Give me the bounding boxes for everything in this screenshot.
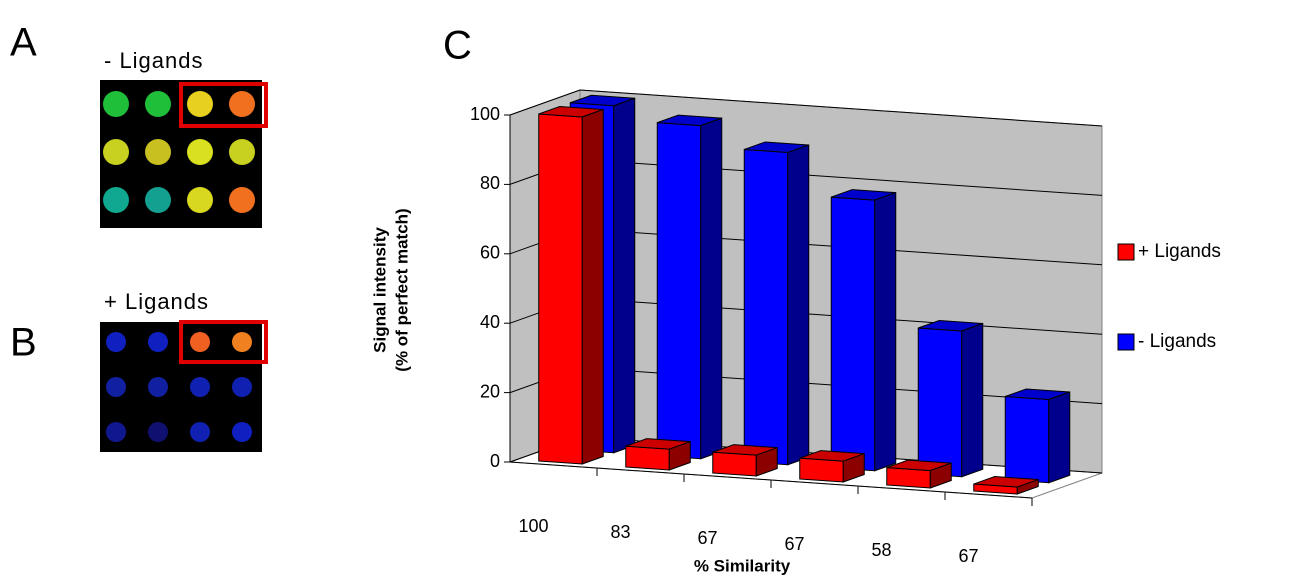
spot (103, 187, 129, 213)
spot (187, 187, 213, 213)
y-tick-label: 60 (480, 243, 500, 263)
spot (229, 187, 255, 213)
spot (229, 91, 255, 117)
x-tick-label: 100 (518, 516, 548, 536)
x-tick-label: 67 (784, 534, 804, 554)
bar-face (800, 458, 844, 482)
x-tick-label: 58 (871, 540, 891, 560)
panel-letter: C (443, 24, 472, 68)
bar-side (788, 145, 809, 465)
spot (145, 187, 171, 213)
panel-letter: A (10, 21, 37, 65)
spot (232, 422, 252, 442)
bar (800, 451, 865, 482)
bar-face (713, 452, 757, 476)
bar-face (539, 114, 583, 464)
spot (106, 422, 126, 442)
spot (232, 377, 252, 397)
spot (103, 139, 129, 165)
panel-label: - Ligands (104, 48, 204, 73)
bar-face (657, 123, 701, 459)
x-axis-title: % Similarity (694, 556, 791, 575)
bar-face (887, 468, 931, 488)
bar-face (918, 328, 962, 477)
figure: A - Ligands B + Ligands C 0 20 40 60 80 100 10… (0, 0, 1296, 580)
bar (626, 439, 691, 470)
bar-side (875, 193, 896, 471)
y-tick-label: 100 (470, 104, 500, 124)
bar (887, 460, 952, 488)
bar-side (701, 118, 722, 459)
spot (145, 139, 171, 165)
bar-face (831, 197, 875, 471)
bar (657, 115, 722, 459)
bar (918, 321, 983, 477)
y-tick-label: 40 (480, 312, 500, 332)
y-tick-label: 80 (480, 173, 500, 193)
spot (187, 91, 213, 117)
bar (1005, 389, 1070, 483)
spot (148, 422, 168, 442)
spot (190, 422, 210, 442)
legend-label: - Ligands (1138, 331, 1216, 352)
x-tick-label: 67 (958, 546, 978, 566)
bar (744, 142, 809, 465)
spot (148, 332, 168, 352)
panel-letter: B (10, 321, 37, 365)
y-tick-label: 20 (480, 381, 500, 401)
spot (145, 91, 171, 117)
bar-face (744, 149, 788, 464)
spot (106, 332, 126, 352)
y-axis-title: (% of perfect match) (392, 208, 411, 371)
spot (190, 377, 210, 397)
spot (229, 139, 255, 165)
spot (190, 332, 210, 352)
legend-swatch (1118, 334, 1134, 350)
spot (187, 139, 213, 165)
spot (232, 332, 252, 352)
bar (831, 190, 896, 471)
y-axis-title: Signal intensity (370, 227, 389, 353)
bar-face (1005, 396, 1049, 482)
x-tick-label: 83 (610, 522, 630, 542)
y-tick-label: 0 (490, 451, 500, 471)
bar-face (626, 446, 670, 470)
bar (539, 107, 604, 465)
panel-label: + Ligands (104, 289, 209, 314)
bar-side (614, 98, 635, 453)
bar-side (582, 110, 603, 465)
legend-swatch (1118, 244, 1134, 260)
spot (103, 91, 129, 117)
bar-side (962, 324, 983, 477)
spot (148, 377, 168, 397)
legend-label: + Ligands (1138, 241, 1221, 262)
x-tick-label: 67 (697, 528, 717, 548)
bar-side (1049, 392, 1070, 483)
bar (713, 445, 778, 476)
spot (106, 377, 126, 397)
